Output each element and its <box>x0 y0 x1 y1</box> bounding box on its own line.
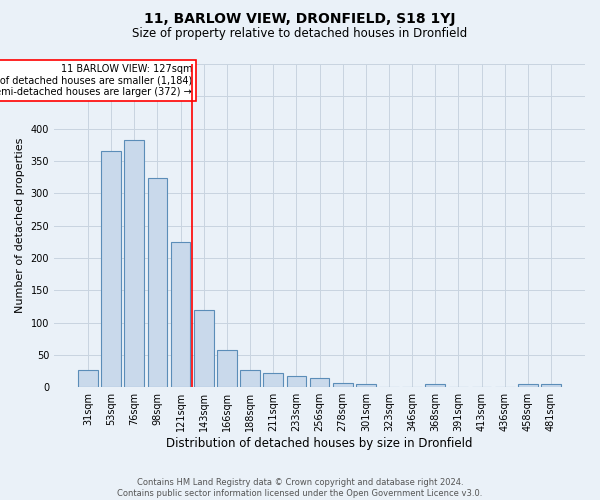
Bar <box>240 370 260 387</box>
Bar <box>124 140 144 387</box>
Bar <box>287 376 306 387</box>
Bar <box>333 384 353 387</box>
Bar <box>171 242 190 387</box>
Bar <box>541 384 561 387</box>
Text: Contains HM Land Registry data © Crown copyright and database right 2024.
Contai: Contains HM Land Registry data © Crown c… <box>118 478 482 498</box>
Bar <box>310 378 329 387</box>
Bar <box>425 384 445 387</box>
X-axis label: Distribution of detached houses by size in Dronfield: Distribution of detached houses by size … <box>166 437 473 450</box>
Bar <box>101 152 121 387</box>
Bar <box>518 384 538 387</box>
Bar <box>217 350 237 387</box>
Bar <box>356 384 376 387</box>
Y-axis label: Number of detached properties: Number of detached properties <box>15 138 25 314</box>
Text: 11 BARLOW VIEW: 127sqm
← 76% of detached houses are smaller (1,184)
24% of semi-: 11 BARLOW VIEW: 127sqm ← 76% of detached… <box>0 64 192 97</box>
Bar <box>194 310 214 387</box>
Text: 11, BARLOW VIEW, DRONFIELD, S18 1YJ: 11, BARLOW VIEW, DRONFIELD, S18 1YJ <box>144 12 456 26</box>
Bar <box>263 373 283 387</box>
Text: Size of property relative to detached houses in Dronfield: Size of property relative to detached ho… <box>133 28 467 40</box>
Bar <box>148 178 167 387</box>
Bar <box>78 370 98 387</box>
